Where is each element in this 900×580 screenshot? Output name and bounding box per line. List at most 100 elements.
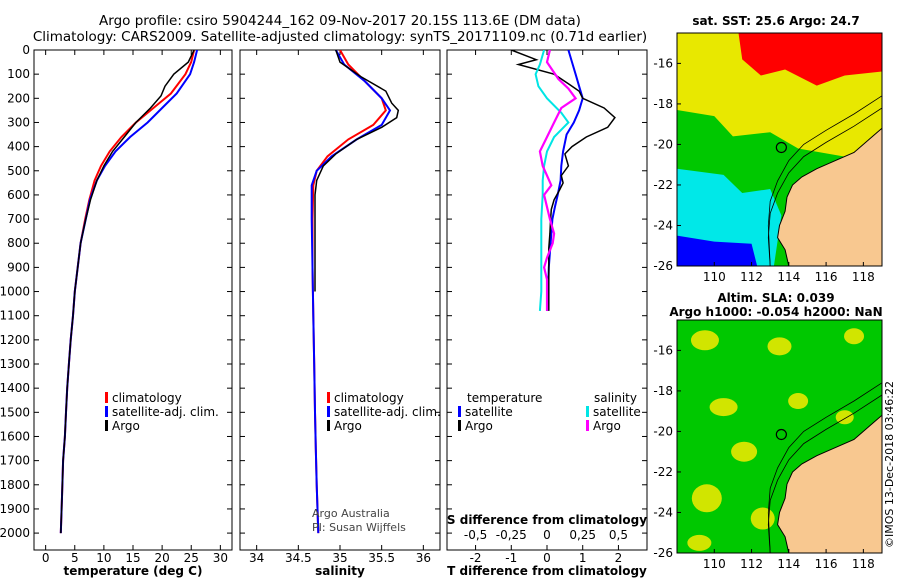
legend-title-salinity: salinity: [594, 391, 637, 405]
difference-x-axis: -2 -1 0 1 2 -0,5 -0,25 0 0,25 0,5: [464, 50, 628, 565]
s-difference-line-satellite: [534, 50, 570, 311]
map-lat-tick-label: -20: [653, 137, 673, 151]
legend-swatch-argo: [327, 420, 330, 431]
temperature-axis-label: temperature (deg C): [64, 564, 203, 578]
legend-swatch-climatology: [327, 392, 330, 403]
sst-bathymetry-contour: [767, 95, 882, 266]
legend-label-argo: Argo: [334, 419, 362, 433]
sst-bathymetry-contour: [767, 107, 882, 266]
depth-tick-label: 1300: [0, 357, 30, 371]
map-lon-tick-label: 116: [815, 270, 838, 284]
salinity-tick-label: 36: [416, 551, 431, 565]
salinity-line-satellite-adj: [310, 50, 392, 534]
sst-map-title: sat. SST: 25.6 Argo: 24.7: [692, 14, 859, 28]
sla-anomaly-blob: [709, 398, 738, 417]
salinity-tick-label: 35: [332, 551, 347, 565]
sla-anomaly-blob: [750, 507, 775, 530]
legend-title-temperature: temperature: [467, 391, 542, 405]
sla-map-subtitle: Argo h1000: -0.054 h2000: NaN: [669, 305, 882, 319]
legend-label-s-argo: Argo: [593, 419, 621, 433]
depth-tick-label: 1700: [0, 454, 30, 468]
s-difference-tick-label: 0: [543, 528, 551, 542]
s-difference-tick-label: -0,25: [496, 528, 527, 542]
depth-tick-label: 800: [7, 236, 30, 250]
depth-tick-label: 600: [7, 188, 30, 202]
salinity-series: [310, 50, 400, 534]
sst-land: [777, 127, 882, 266]
legend-swatch-t-satellite: [458, 406, 461, 417]
s-difference-tick-label: 0,5: [609, 528, 628, 542]
depth-tick-label: 0: [22, 43, 30, 57]
depth-tick-label: 500: [7, 164, 30, 178]
salinity-line-climatology: [311, 50, 387, 534]
map-lat-tick-label: -22: [653, 465, 673, 479]
legend-swatch-t-argo: [458, 420, 461, 431]
map-lat-tick-label: -24: [653, 218, 673, 232]
temperature-tick-label: 20: [154, 551, 169, 565]
map-lon-tick-label: 116: [815, 557, 838, 571]
salinity-tick-label: 34.5: [285, 551, 312, 565]
depth-tick-label: 1900: [0, 502, 30, 516]
sla-land: [777, 414, 882, 553]
difference-tick-label: -2: [470, 551, 482, 565]
map-lon-tick-label: 114: [777, 270, 800, 284]
credit-pi: PI: Susan Wijffels: [312, 521, 406, 534]
salinity-tick-label: 34: [249, 551, 264, 565]
difference-tick-label: 1: [579, 551, 587, 565]
s-difference-tick-label: 0,25: [569, 528, 596, 542]
map-lon-tick-label: 112: [740, 557, 763, 571]
temperature-line-Argo: [60, 50, 195, 534]
map-lon-tick-label: 112: [740, 270, 763, 284]
sla-anomaly-blob: [844, 328, 865, 345]
temperature-x-axis: 0 5 10 15 20 25 30: [42, 50, 228, 565]
legend-label-argo: Argo: [112, 419, 140, 433]
sla-map: [677, 320, 882, 553]
depth-tick-label: 200: [7, 91, 30, 105]
salinity-line-Argo: [314, 50, 400, 292]
depth-tick-label: 300: [7, 115, 30, 129]
sla-anomaly-blob: [731, 441, 758, 462]
temperature-series: [59, 50, 199, 534]
map-lat-tick-label: -26: [653, 259, 673, 273]
s-difference-tick-label: -0,5: [464, 528, 487, 542]
map-lon-tick-label: 114: [777, 557, 800, 571]
depth-tick-label: 1200: [0, 333, 30, 347]
legend-swatch-s-satellite: [586, 406, 589, 417]
depth-tick-label: 1800: [0, 478, 30, 492]
map-lon-tick-label: 110: [703, 270, 726, 284]
depth-tick-label: 2000: [0, 526, 30, 540]
sla-map-axes: 110 112 114 116 118 -16 -18 -20 -22 -24 -26: [653, 343, 874, 571]
argo-position-marker: [775, 141, 787, 154]
map-lat-tick-label: -22: [653, 178, 673, 192]
difference-series: [511, 50, 616, 311]
temperature-tick-label: 25: [184, 551, 199, 565]
difference-tick-label: 0: [543, 551, 551, 565]
sla-anomaly-blob: [687, 534, 712, 551]
difference-legend: temperature satellite Argo salinity sate…: [458, 391, 641, 433]
temperature-tick-label: 0: [42, 551, 50, 565]
figure-title: Argo profile: csiro 5904244_162 09-Nov-2…: [99, 13, 581, 29]
temperature-line-satellite-adj: [59, 50, 199, 534]
t-difference-line-argo: [511, 50, 616, 311]
map-lon-tick-label: 110: [703, 557, 726, 571]
salinity-axis-label: salinity: [315, 564, 365, 578]
sst-map-frame: [676, 32, 883, 267]
difference-tick-label: -1: [505, 551, 517, 565]
legend-label-climatology: climatology: [334, 391, 404, 405]
legend-swatch-climatology: [105, 392, 108, 403]
sla-bathymetry-contour: [767, 394, 882, 553]
depth-tick-label: 1500: [0, 405, 30, 419]
sst-red-region: [738, 33, 882, 86]
sla-bathymetry-contour: [767, 382, 882, 553]
depth-axis: 0 100 200 300 400 500 600 700 800 900 1000 1100 1200…: [0, 43, 647, 540]
depth-tick-label: 900: [7, 260, 30, 274]
temperature-tick-label: 10: [96, 551, 111, 565]
temperature-tick-label: 5: [71, 551, 79, 565]
map-lat-tick-label: -24: [653, 505, 673, 519]
t-difference-axis-label: T difference from climatology: [447, 564, 647, 578]
temperature-tick-label: 15: [125, 551, 140, 565]
salinity-legend: climatology satellite-adj. clim. Argo: [327, 391, 441, 433]
map-lat-tick-label: -18: [653, 97, 673, 111]
depth-tick-label: 700: [7, 212, 30, 226]
depth-tick-label: 400: [7, 140, 30, 154]
